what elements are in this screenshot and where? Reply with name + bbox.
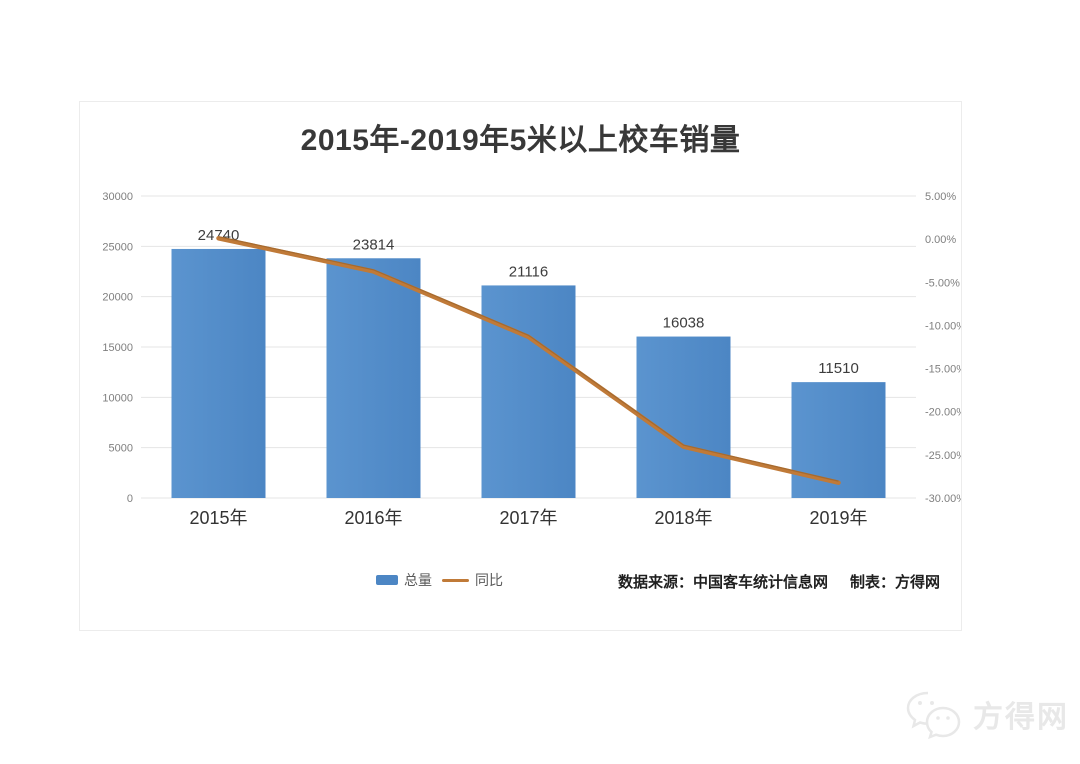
left-axis-tick: 0 bbox=[127, 493, 133, 505]
category-label: 2017年 bbox=[499, 508, 557, 528]
left-axis-tick: 5000 bbox=[109, 443, 133, 455]
right-axis-tick: -20.00% bbox=[925, 407, 961, 419]
right-axis-tick: 0.00% bbox=[925, 234, 956, 246]
category-label: 2018年 bbox=[654, 508, 712, 528]
left-axis-tick: 15000 bbox=[102, 342, 133, 354]
category-label: 2019年 bbox=[809, 508, 867, 528]
bar-2018年 bbox=[636, 336, 731, 498]
maker-label: 制表：方得网 bbox=[849, 574, 940, 591]
left-axis-tick: 25000 bbox=[102, 241, 133, 253]
brand-watermark: 方得网 bbox=[903, 688, 1069, 740]
left-axis-tick: 10000 bbox=[102, 392, 133, 404]
legend-line-swatch-icon bbox=[442, 578, 469, 582]
right-axis-tick: 5.00% bbox=[925, 191, 956, 203]
left-axis-tick: 20000 bbox=[102, 292, 133, 304]
right-axis-tick: -25.00% bbox=[925, 450, 961, 462]
bar-value-label: 16038 bbox=[663, 315, 705, 332]
source-label: 数据来源：中国客车统计信息网 bbox=[617, 574, 828, 591]
legend-label-yoy: 同比 bbox=[475, 572, 503, 588]
bar-value-label: 21116 bbox=[509, 263, 549, 280]
bar-2019年 bbox=[791, 382, 886, 498]
category-label: 2015年 bbox=[189, 508, 247, 528]
legend-label-total: 总量 bbox=[404, 572, 432, 588]
chart-legend: 总量 同比 bbox=[376, 570, 503, 590]
chart-title: 2015年-2019年5米以上校车销量 bbox=[300, 124, 741, 157]
right-axis-tick: -15.00% bbox=[925, 364, 961, 376]
legend-item-total: 总量 bbox=[376, 570, 432, 590]
bar-2016年 bbox=[326, 258, 421, 498]
wechat-icon bbox=[906, 691, 961, 740]
yoy-line-edge bbox=[218, 236, 839, 482]
data-source-note: 数据来源：中国客车统计信息网 制表：方得网 bbox=[618, 571, 940, 592]
bar-value-label: 23814 bbox=[353, 236, 395, 253]
left-axis-tick: 30000 bbox=[102, 191, 133, 203]
watermark-brand-text: 方得网 bbox=[973, 701, 1069, 734]
category-label: 2016年 bbox=[344, 508, 402, 528]
chart-canvas: 30000 25000 20000 15000 10000 5000 0 5.00% 0.00%… bbox=[102, 191, 961, 528]
legend-bar-swatch-icon bbox=[376, 575, 398, 585]
right-axis-tick: -30.00% bbox=[925, 493, 961, 505]
bar-value-label: 11510 bbox=[818, 360, 859, 377]
right-axis-tick: -10.00% bbox=[925, 320, 961, 332]
right-axis-tick: -5.00% bbox=[925, 277, 960, 289]
legend-footer-row: 总量 同比 数据来源：中国客车统计信息网 制表：方得网 bbox=[80, 570, 961, 596]
bar-2015年 bbox=[171, 248, 266, 498]
yoy-line-series bbox=[216, 236, 841, 485]
legend-item-yoy: 同比 bbox=[442, 570, 503, 590]
bar-2017年 bbox=[481, 285, 576, 498]
chart-card: 30000 25000 20000 15000 10000 5000 0 5.00% 0.00%… bbox=[79, 101, 962, 631]
